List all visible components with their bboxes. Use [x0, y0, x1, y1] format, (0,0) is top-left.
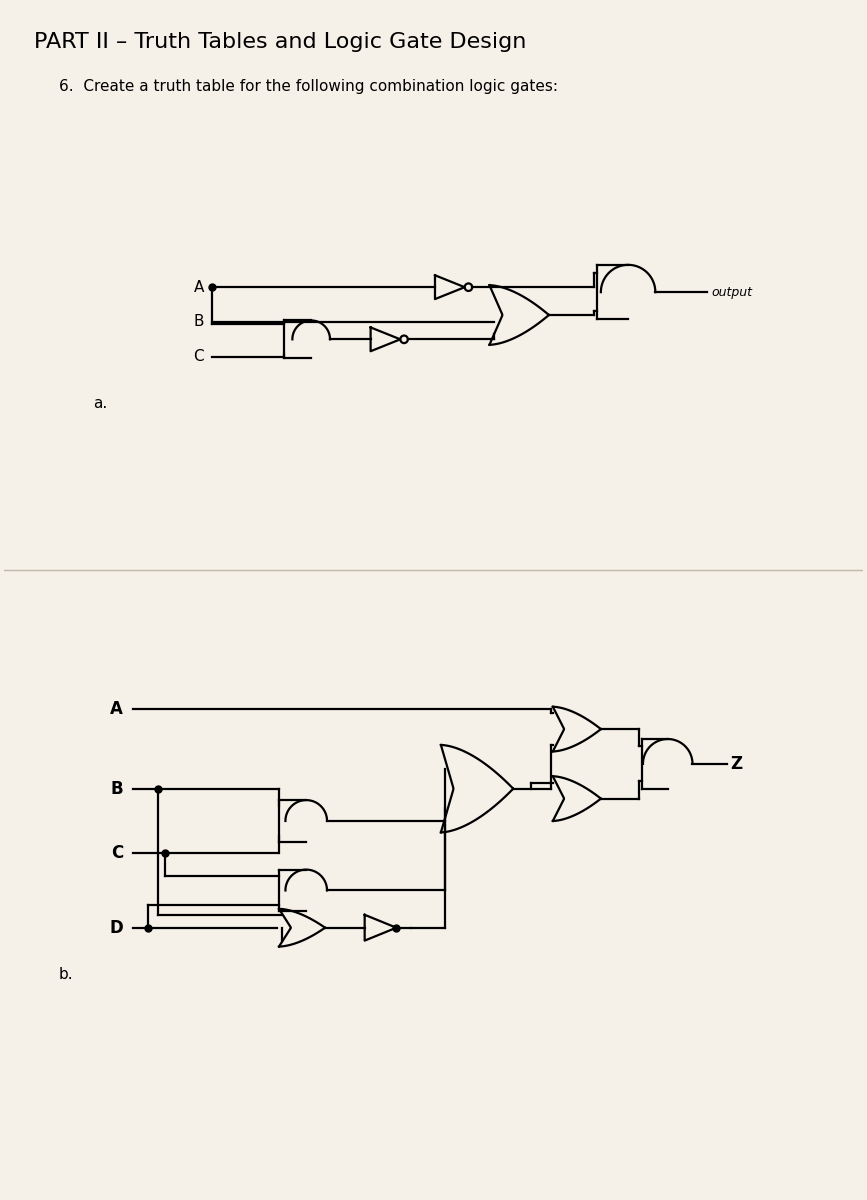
Text: PART II – Truth Tables and Logic Gate Design: PART II – Truth Tables and Logic Gate De… — [34, 32, 526, 52]
Text: C: C — [111, 845, 123, 863]
Text: A: A — [194, 280, 205, 295]
Text: B: B — [193, 314, 205, 330]
Text: C: C — [193, 349, 205, 365]
Text: output: output — [711, 286, 753, 299]
Text: 6.  Create a truth table for the following combination logic gates:: 6. Create a truth table for the followin… — [59, 79, 557, 94]
Text: a.: a. — [94, 396, 108, 412]
Text: B: B — [110, 780, 123, 798]
Text: A: A — [110, 701, 123, 719]
Text: Z: Z — [730, 755, 742, 773]
Text: b.: b. — [59, 967, 74, 983]
Text: D: D — [109, 919, 123, 937]
